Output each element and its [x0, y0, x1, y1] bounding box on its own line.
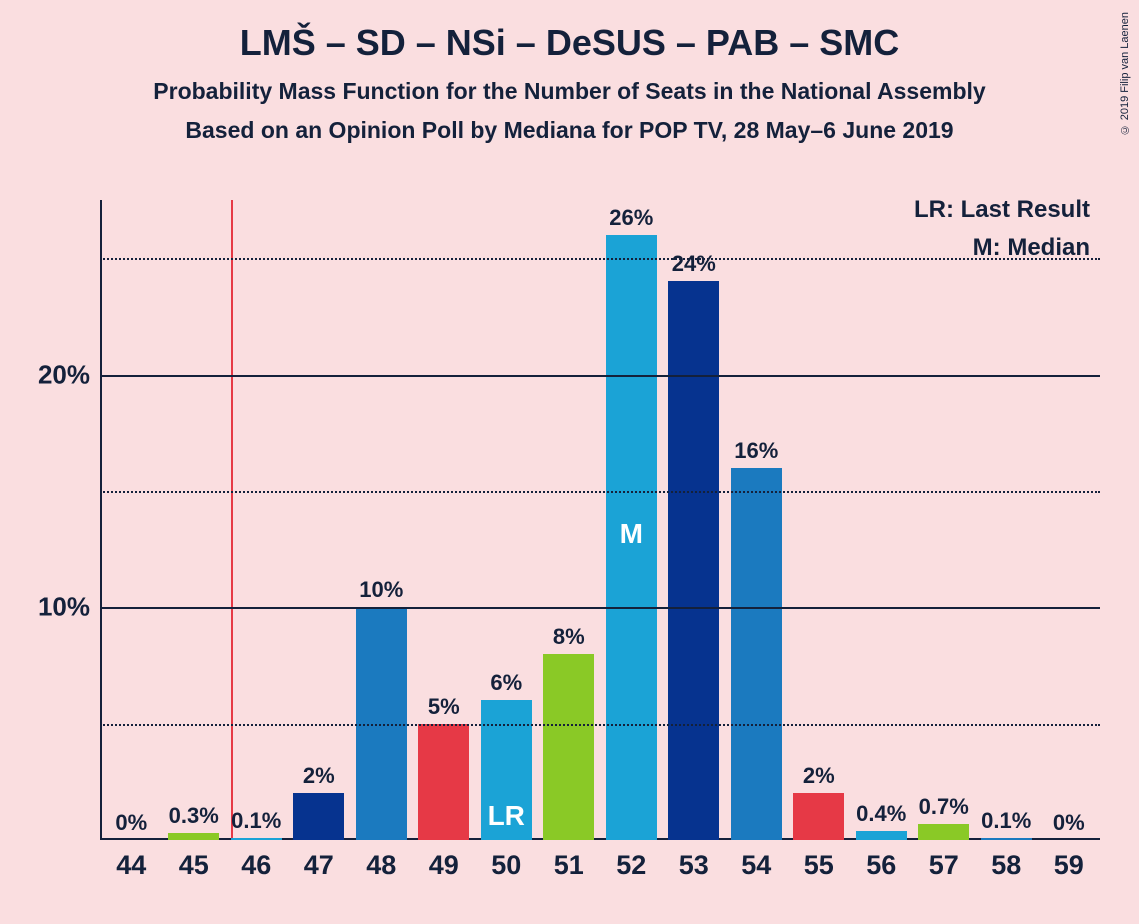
bar-value-label: 6%: [481, 670, 532, 700]
bar: 6%LR: [481, 700, 532, 840]
median-marker: M: [606, 518, 657, 550]
y-axis-tick-label: 10%: [38, 592, 90, 623]
bar-value-label: 16%: [731, 438, 782, 468]
x-axis-tick-label: 45: [179, 840, 209, 881]
last-result-marker: LR: [481, 800, 532, 832]
bar-value-label: 26%: [606, 205, 657, 235]
x-axis-tick-label: 52: [616, 840, 646, 881]
bar: 0.3%: [168, 833, 219, 840]
bar-value-label: 0.4%: [856, 801, 907, 831]
gridline: [100, 491, 1100, 493]
x-axis-tick-label: 55: [804, 840, 834, 881]
bar: 5%: [418, 724, 469, 840]
title-block: LMŠ – SD – NSi – DeSUS – PAB – SMC Proba…: [0, 0, 1139, 144]
x-axis-tick-label: 47: [304, 840, 334, 881]
bar: 16%: [731, 468, 782, 840]
gridline: [100, 724, 1100, 726]
bar: 0.7%: [918, 824, 969, 840]
x-axis-tick-label: 50: [491, 840, 521, 881]
bar: 2%: [293, 793, 344, 840]
bar-value-label: 0%: [1043, 810, 1094, 840]
chart-area: LR: Last Result M: Median 0%0.3%0.1%2%10…: [100, 200, 1100, 840]
bar-value-label: 5%: [418, 694, 469, 724]
x-axis-tick-label: 54: [741, 840, 771, 881]
bar-value-label: 0%: [106, 810, 157, 840]
x-axis-tick-label: 59: [1054, 840, 1084, 881]
bar-value-label: 10%: [356, 577, 407, 607]
bar: 2%: [793, 793, 844, 840]
chart-subtitle-1: Probability Mass Function for the Number…: [0, 64, 1139, 105]
bar: 0.4%: [856, 831, 907, 840]
copyright-text: © 2019 Filip van Laenen: [1119, 12, 1131, 135]
bars-container: 0%0.3%0.1%2%10%5%6%LR8%26%M24%16%2%0.4%0…: [100, 200, 1100, 840]
bar-value-label: 0.1%: [981, 808, 1032, 838]
gridline: [100, 607, 1100, 609]
x-axis-tick-label: 58: [991, 840, 1021, 881]
x-axis-tick-label: 49: [429, 840, 459, 881]
bar: 8%: [543, 654, 594, 840]
gridline: [100, 258, 1100, 260]
y-axis-tick-label: 20%: [38, 359, 90, 390]
gridline: [100, 375, 1100, 377]
chart-title: LMŠ – SD – NSi – DeSUS – PAB – SMC: [0, 0, 1139, 64]
x-axis-tick-label: 57: [929, 840, 959, 881]
x-axis-tick-label: 51: [554, 840, 584, 881]
chart-subtitle-2: Based on an Opinion Poll by Mediana for …: [0, 105, 1139, 144]
bar-value-label: 0.3%: [168, 803, 219, 833]
bar-value-label: 2%: [293, 763, 344, 793]
bar: 26%M: [606, 235, 657, 840]
x-axis-tick-label: 56: [866, 840, 896, 881]
bar-value-label: 0.1%: [231, 808, 282, 838]
bar-value-label: 0.7%: [918, 794, 969, 824]
bar-value-label: 2%: [793, 763, 844, 793]
x-axis-tick-label: 46: [241, 840, 271, 881]
bar: 24%: [668, 281, 719, 840]
x-axis-tick-label: 53: [679, 840, 709, 881]
x-axis-tick-label: 48: [366, 840, 396, 881]
bar-value-label: 24%: [668, 251, 719, 281]
bar-value-label: 8%: [543, 624, 594, 654]
x-axis-tick-label: 44: [116, 840, 146, 881]
